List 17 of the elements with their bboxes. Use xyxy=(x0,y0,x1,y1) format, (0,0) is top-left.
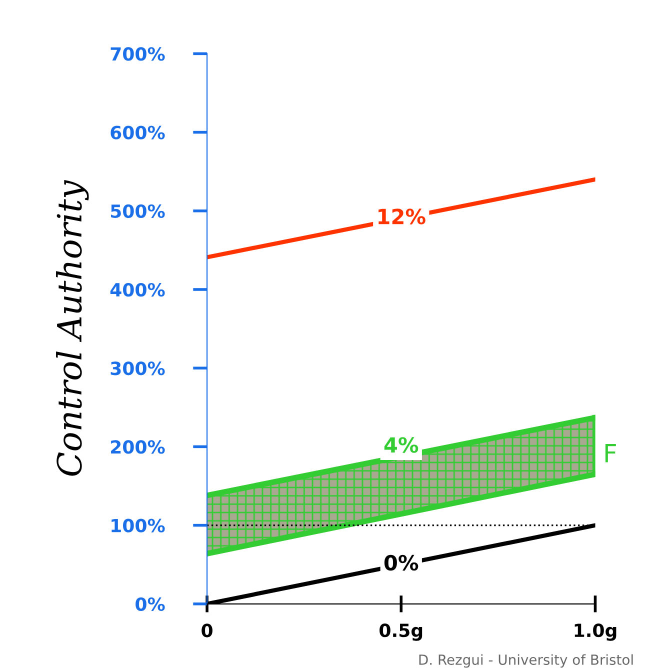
y-tick-label: 600% xyxy=(110,126,165,140)
y-tick-label: 300% xyxy=(110,362,165,376)
y-tick-label: 0% xyxy=(136,597,165,612)
x-tick-label: 0.5g xyxy=(380,624,422,641)
y-tick-label: 500% xyxy=(110,204,165,218)
x-tick-label: 1.0g xyxy=(574,624,616,641)
x-tick-label: 0 xyxy=(202,624,212,638)
y-tick-label: 400% xyxy=(110,282,165,297)
y-tick-label: 700% xyxy=(110,47,165,61)
y-tick-label: 100% xyxy=(112,518,165,532)
annotation: 4% xyxy=(384,437,418,453)
annotation: 12% xyxy=(378,208,426,224)
y-tick-label: 200% xyxy=(111,440,165,454)
y-axis-title: Control Authority xyxy=(56,180,89,476)
text: D. Rezgui - University of Bristol xyxy=(419,654,633,668)
annotation: 0% xyxy=(384,554,418,571)
text: F xyxy=(605,444,616,462)
